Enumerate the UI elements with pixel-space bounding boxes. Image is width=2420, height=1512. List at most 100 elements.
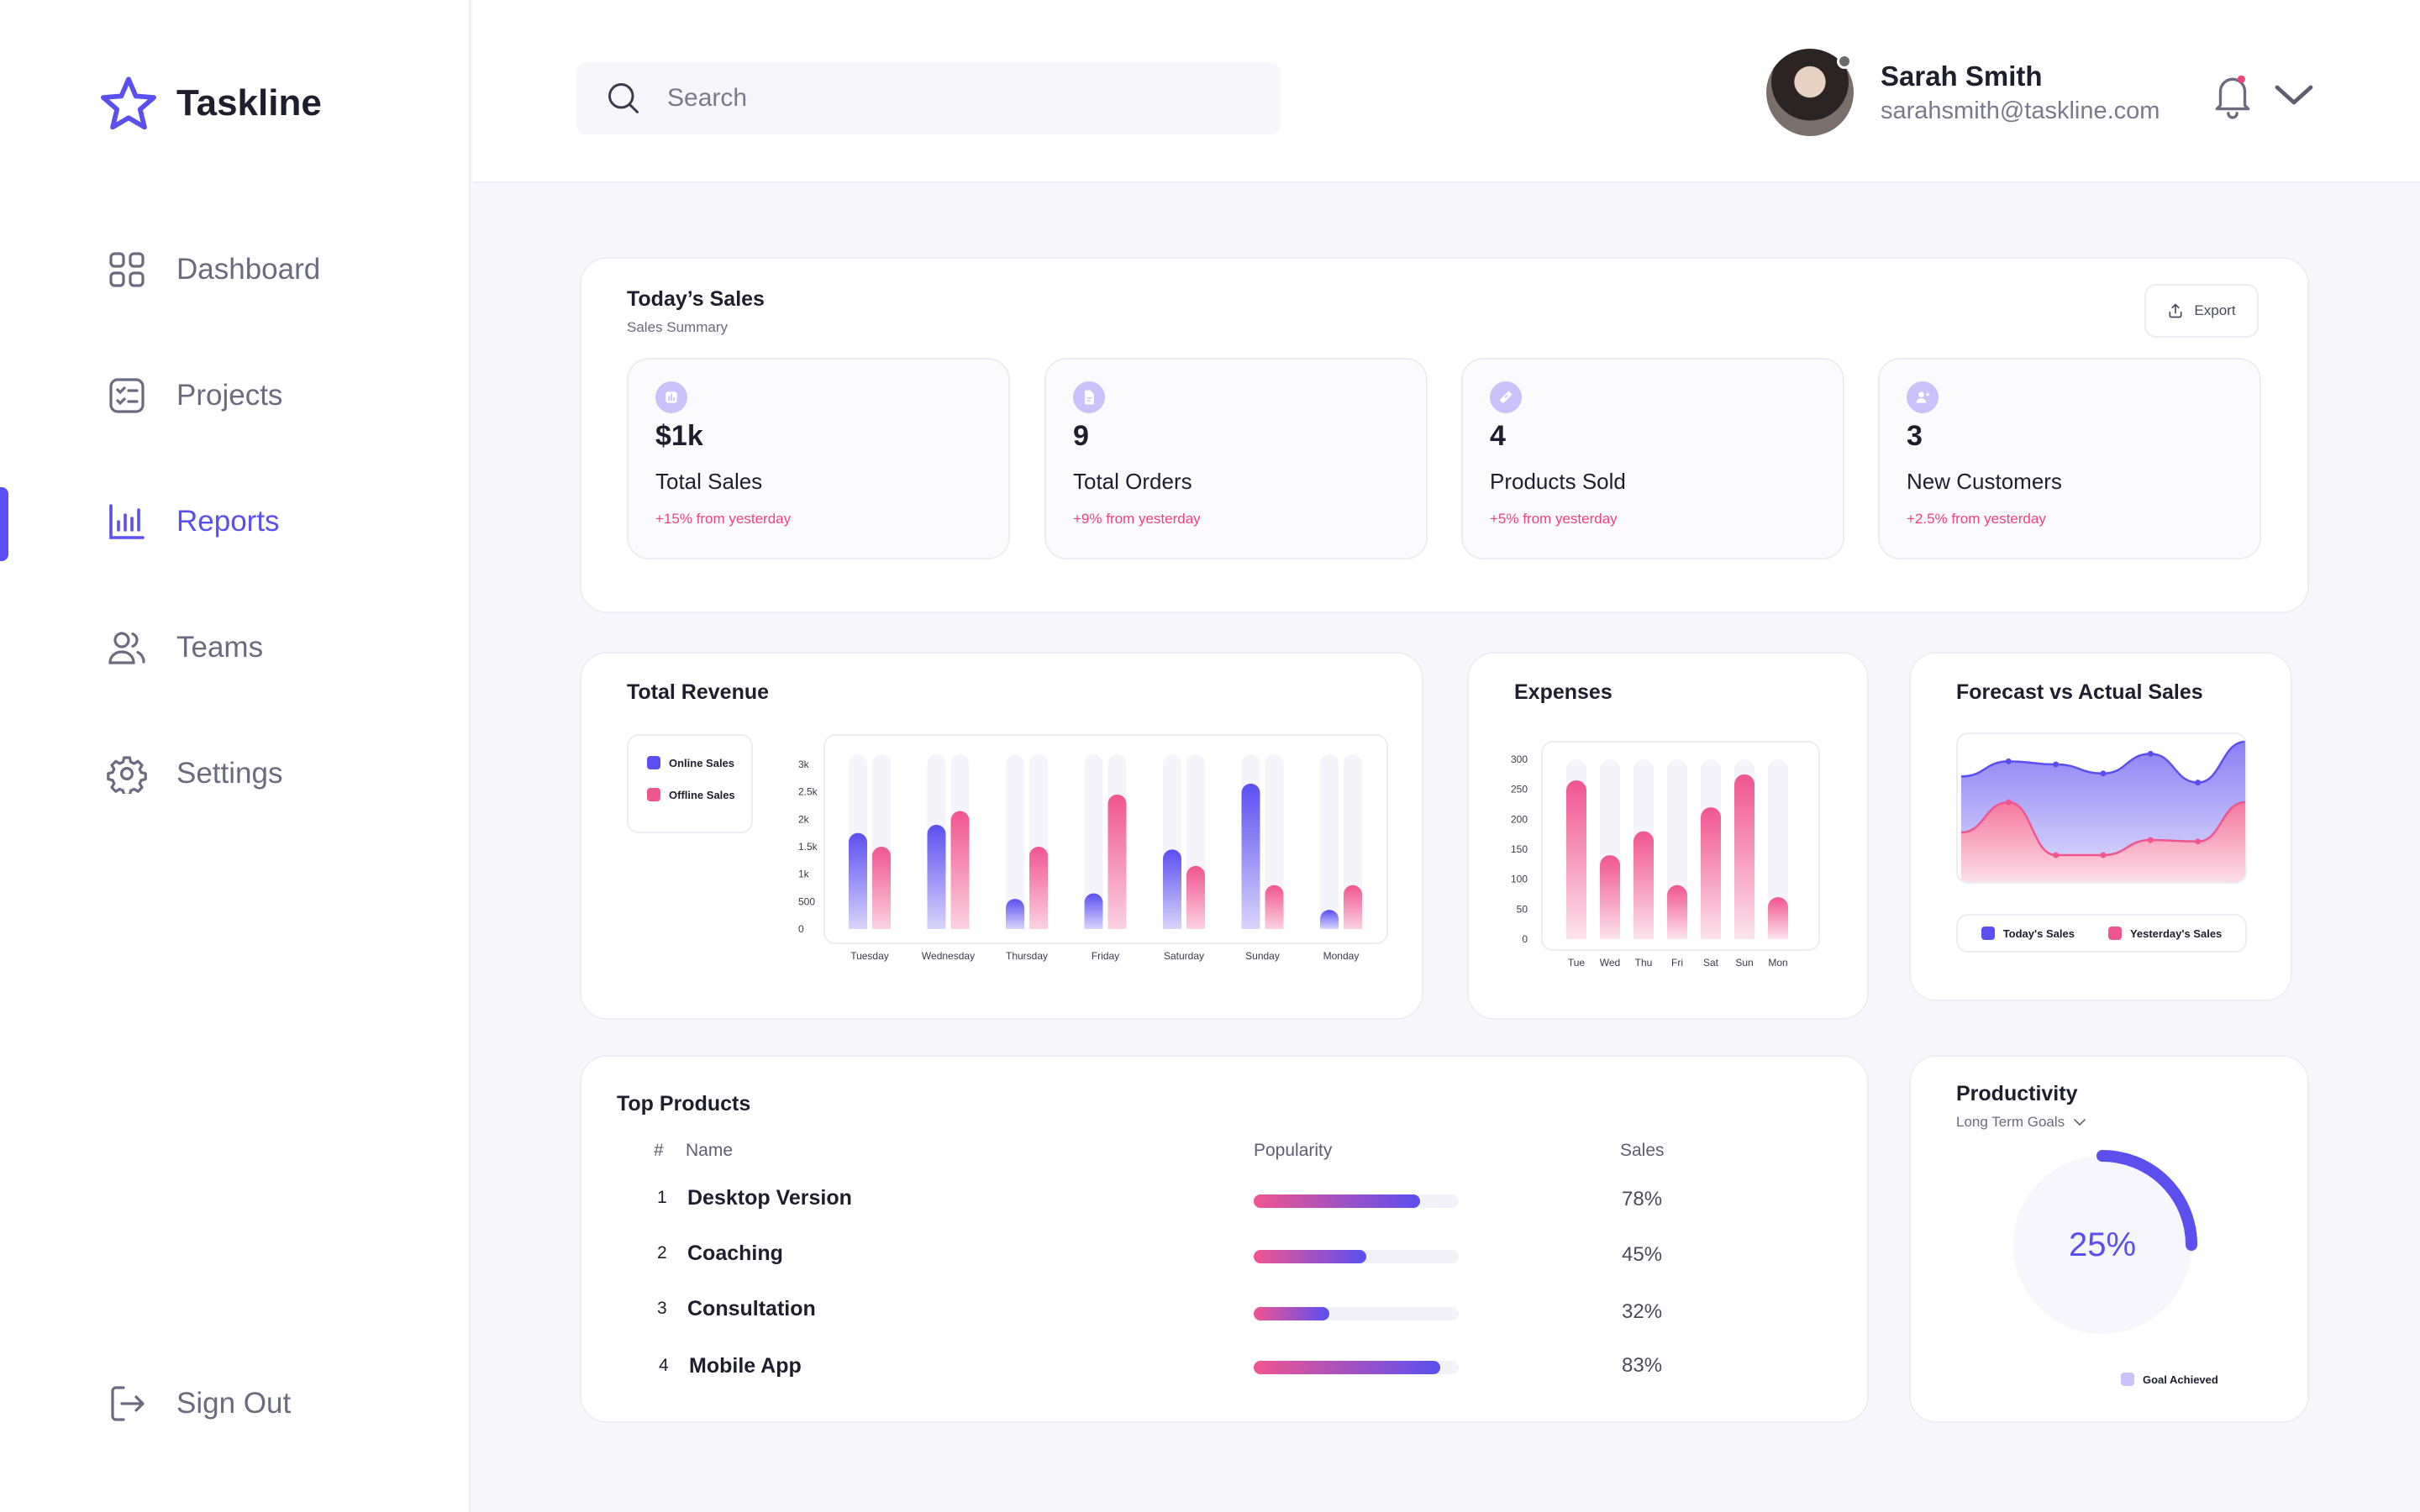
bar-track bbox=[1768, 759, 1788, 939]
sidebar-item-label: Reports bbox=[176, 505, 280, 538]
x-tick-label: Thursday bbox=[1006, 950, 1048, 962]
row-number: 1 bbox=[657, 1188, 667, 1207]
bar-online-sales bbox=[1241, 783, 1260, 929]
sidebar-item-teams[interactable]: Teams bbox=[106, 627, 263, 669]
x-tick-label: Tue bbox=[1568, 957, 1586, 969]
legend-swatch bbox=[647, 756, 660, 769]
search-bar[interactable] bbox=[576, 62, 1281, 134]
user-add-icon bbox=[1907, 381, 1939, 413]
stat-card-total-orders: 9 Total Orders +9% from yesterday bbox=[1044, 358, 1428, 559]
sidebar-item-projects[interactable]: Projects bbox=[106, 375, 282, 417]
bar-track bbox=[1320, 754, 1339, 929]
bar-offline-sales bbox=[1186, 865, 1205, 929]
search-icon bbox=[608, 83, 639, 113]
bar-online-sales bbox=[1084, 893, 1103, 929]
bar-offline-sales bbox=[872, 847, 891, 929]
forecast-card: Forecast vs Actual Sales Today's Sales Y… bbox=[1909, 652, 2292, 1001]
popularity-fill bbox=[1254, 1307, 1330, 1320]
data-point bbox=[2005, 758, 2012, 764]
column-header-sales: Sales bbox=[1620, 1141, 1665, 1160]
document-icon bbox=[1073, 381, 1105, 413]
y-tick-label: 300 bbox=[1511, 753, 1528, 765]
sidebar-item-dashboard[interactable]: Dashboard bbox=[106, 249, 320, 291]
avatar[interactable] bbox=[1766, 49, 1854, 136]
stat-card-new-customers: 3 New Customers +2.5% from yesterday bbox=[1878, 358, 2261, 559]
popularity-bar bbox=[1254, 1361, 1459, 1374]
legend-today: Today's Sales bbox=[1981, 927, 2075, 940]
product-sales: 32% bbox=[1622, 1300, 1663, 1323]
x-tick-label: Wednesday bbox=[922, 950, 975, 962]
bar-online-sales bbox=[1320, 910, 1339, 929]
goal-filter-dropdown[interactable]: Long Term Goals bbox=[1956, 1114, 2086, 1131]
stat-change: +2.5% from yesterday bbox=[1907, 511, 2046, 527]
user-email: sarahsmith@taskline.com bbox=[1881, 97, 2160, 124]
stat-label: New Customers bbox=[1907, 469, 2062, 494]
y-tick-label: 50 bbox=[1517, 903, 1528, 915]
sidebar-item-reports[interactable]: Reports bbox=[106, 501, 280, 543]
user-profile[interactable]: Sarah Smith sarahsmith@taskline.com bbox=[1766, 49, 2160, 136]
search-input[interactable] bbox=[667, 84, 1255, 113]
popularity-fill bbox=[1254, 1250, 1367, 1263]
status-dot bbox=[1837, 54, 1852, 69]
stat-change: +15% from yesterday bbox=[655, 511, 792, 527]
sidebar-item-settings[interactable]: Settings bbox=[106, 753, 282, 795]
stat-label: Products Sold bbox=[1490, 469, 1626, 494]
card-title: Expenses bbox=[1514, 680, 1612, 704]
sidebar-item-label: Settings bbox=[176, 757, 283, 790]
data-point bbox=[2053, 761, 2060, 768]
legend-goal-achieved: Goal Achieved bbox=[2121, 1373, 2218, 1386]
x-tick-label: Fri bbox=[1671, 957, 1683, 969]
data-point bbox=[2147, 837, 2154, 843]
sign-out-button[interactable]: Sign Out bbox=[106, 1383, 291, 1425]
x-tick-label: Mon bbox=[1768, 957, 1787, 969]
legend-yesterday: Yesterday's Sales bbox=[2107, 927, 2222, 940]
bar-expense bbox=[1734, 774, 1754, 939]
card-title: Top Products bbox=[617, 1092, 751, 1116]
notifications-button[interactable] bbox=[2212, 72, 2254, 119]
bar-chart-icon bbox=[106, 501, 148, 543]
bar-expense bbox=[1667, 885, 1687, 939]
y-tick-label: 3k bbox=[798, 759, 810, 770]
popularity-fill bbox=[1254, 1194, 1420, 1208]
revenue-legend: Online Sales Offline Sales bbox=[627, 734, 753, 833]
y-tick-label: 150 bbox=[1511, 843, 1528, 855]
row-number: 4 bbox=[659, 1356, 669, 1375]
legend-swatch bbox=[2107, 927, 2122, 940]
legend-swatch bbox=[2121, 1373, 2134, 1386]
bar-offline-sales bbox=[1344, 885, 1362, 929]
productivity-card: Productivity Long Term Goals 25% Goal Ac… bbox=[1909, 1055, 2309, 1423]
data-point bbox=[2195, 838, 2202, 845]
chevron-down-icon bbox=[2074, 1119, 2086, 1126]
bar-expense bbox=[1566, 780, 1586, 939]
bar-online-sales bbox=[1006, 899, 1024, 929]
export-button[interactable]: Export bbox=[2144, 284, 2259, 338]
y-tick-label: 100 bbox=[1511, 874, 1528, 885]
x-tick-label: Tuesday bbox=[850, 950, 889, 962]
revenue-plot-frame bbox=[823, 734, 1388, 944]
export-icon bbox=[2169, 303, 2182, 318]
users-icon bbox=[106, 627, 148, 669]
forecast-chart bbox=[1960, 740, 2245, 882]
product-sales: 83% bbox=[1622, 1354, 1663, 1377]
gauge-value: 25% bbox=[2068, 1226, 2137, 1263]
stat-value: $1k bbox=[655, 420, 703, 452]
checklist-icon bbox=[106, 375, 148, 417]
stat-card-products-sold: 4 Products Sold +5% from yesterday bbox=[1461, 358, 1844, 559]
popularity-bar bbox=[1254, 1250, 1459, 1263]
bar-expense bbox=[1701, 807, 1721, 939]
logo[interactable]: Taskline bbox=[99, 76, 322, 131]
column-header-popularity: Popularity bbox=[1254, 1141, 1333, 1160]
data-point bbox=[2053, 852, 2060, 858]
user-menu-toggle[interactable] bbox=[2272, 79, 2316, 109]
y-tick-label: 200 bbox=[1511, 813, 1528, 825]
todays-sales-card: Today’s Sales Sales Summary Export $1k T… bbox=[580, 257, 2309, 613]
gauge-background bbox=[2013, 1156, 2191, 1334]
star-logo-icon bbox=[101, 76, 156, 130]
stat-change: +9% from yesterday bbox=[1073, 511, 1201, 527]
product-name: Coaching bbox=[687, 1242, 783, 1265]
stat-value: 4 bbox=[1490, 420, 1506, 452]
sidebar: Taskline Dashboard Projects Reports Team… bbox=[0, 0, 471, 1512]
chart-icon bbox=[655, 381, 687, 413]
app-name: Taskline bbox=[176, 82, 322, 123]
bar-track bbox=[1006, 754, 1024, 929]
